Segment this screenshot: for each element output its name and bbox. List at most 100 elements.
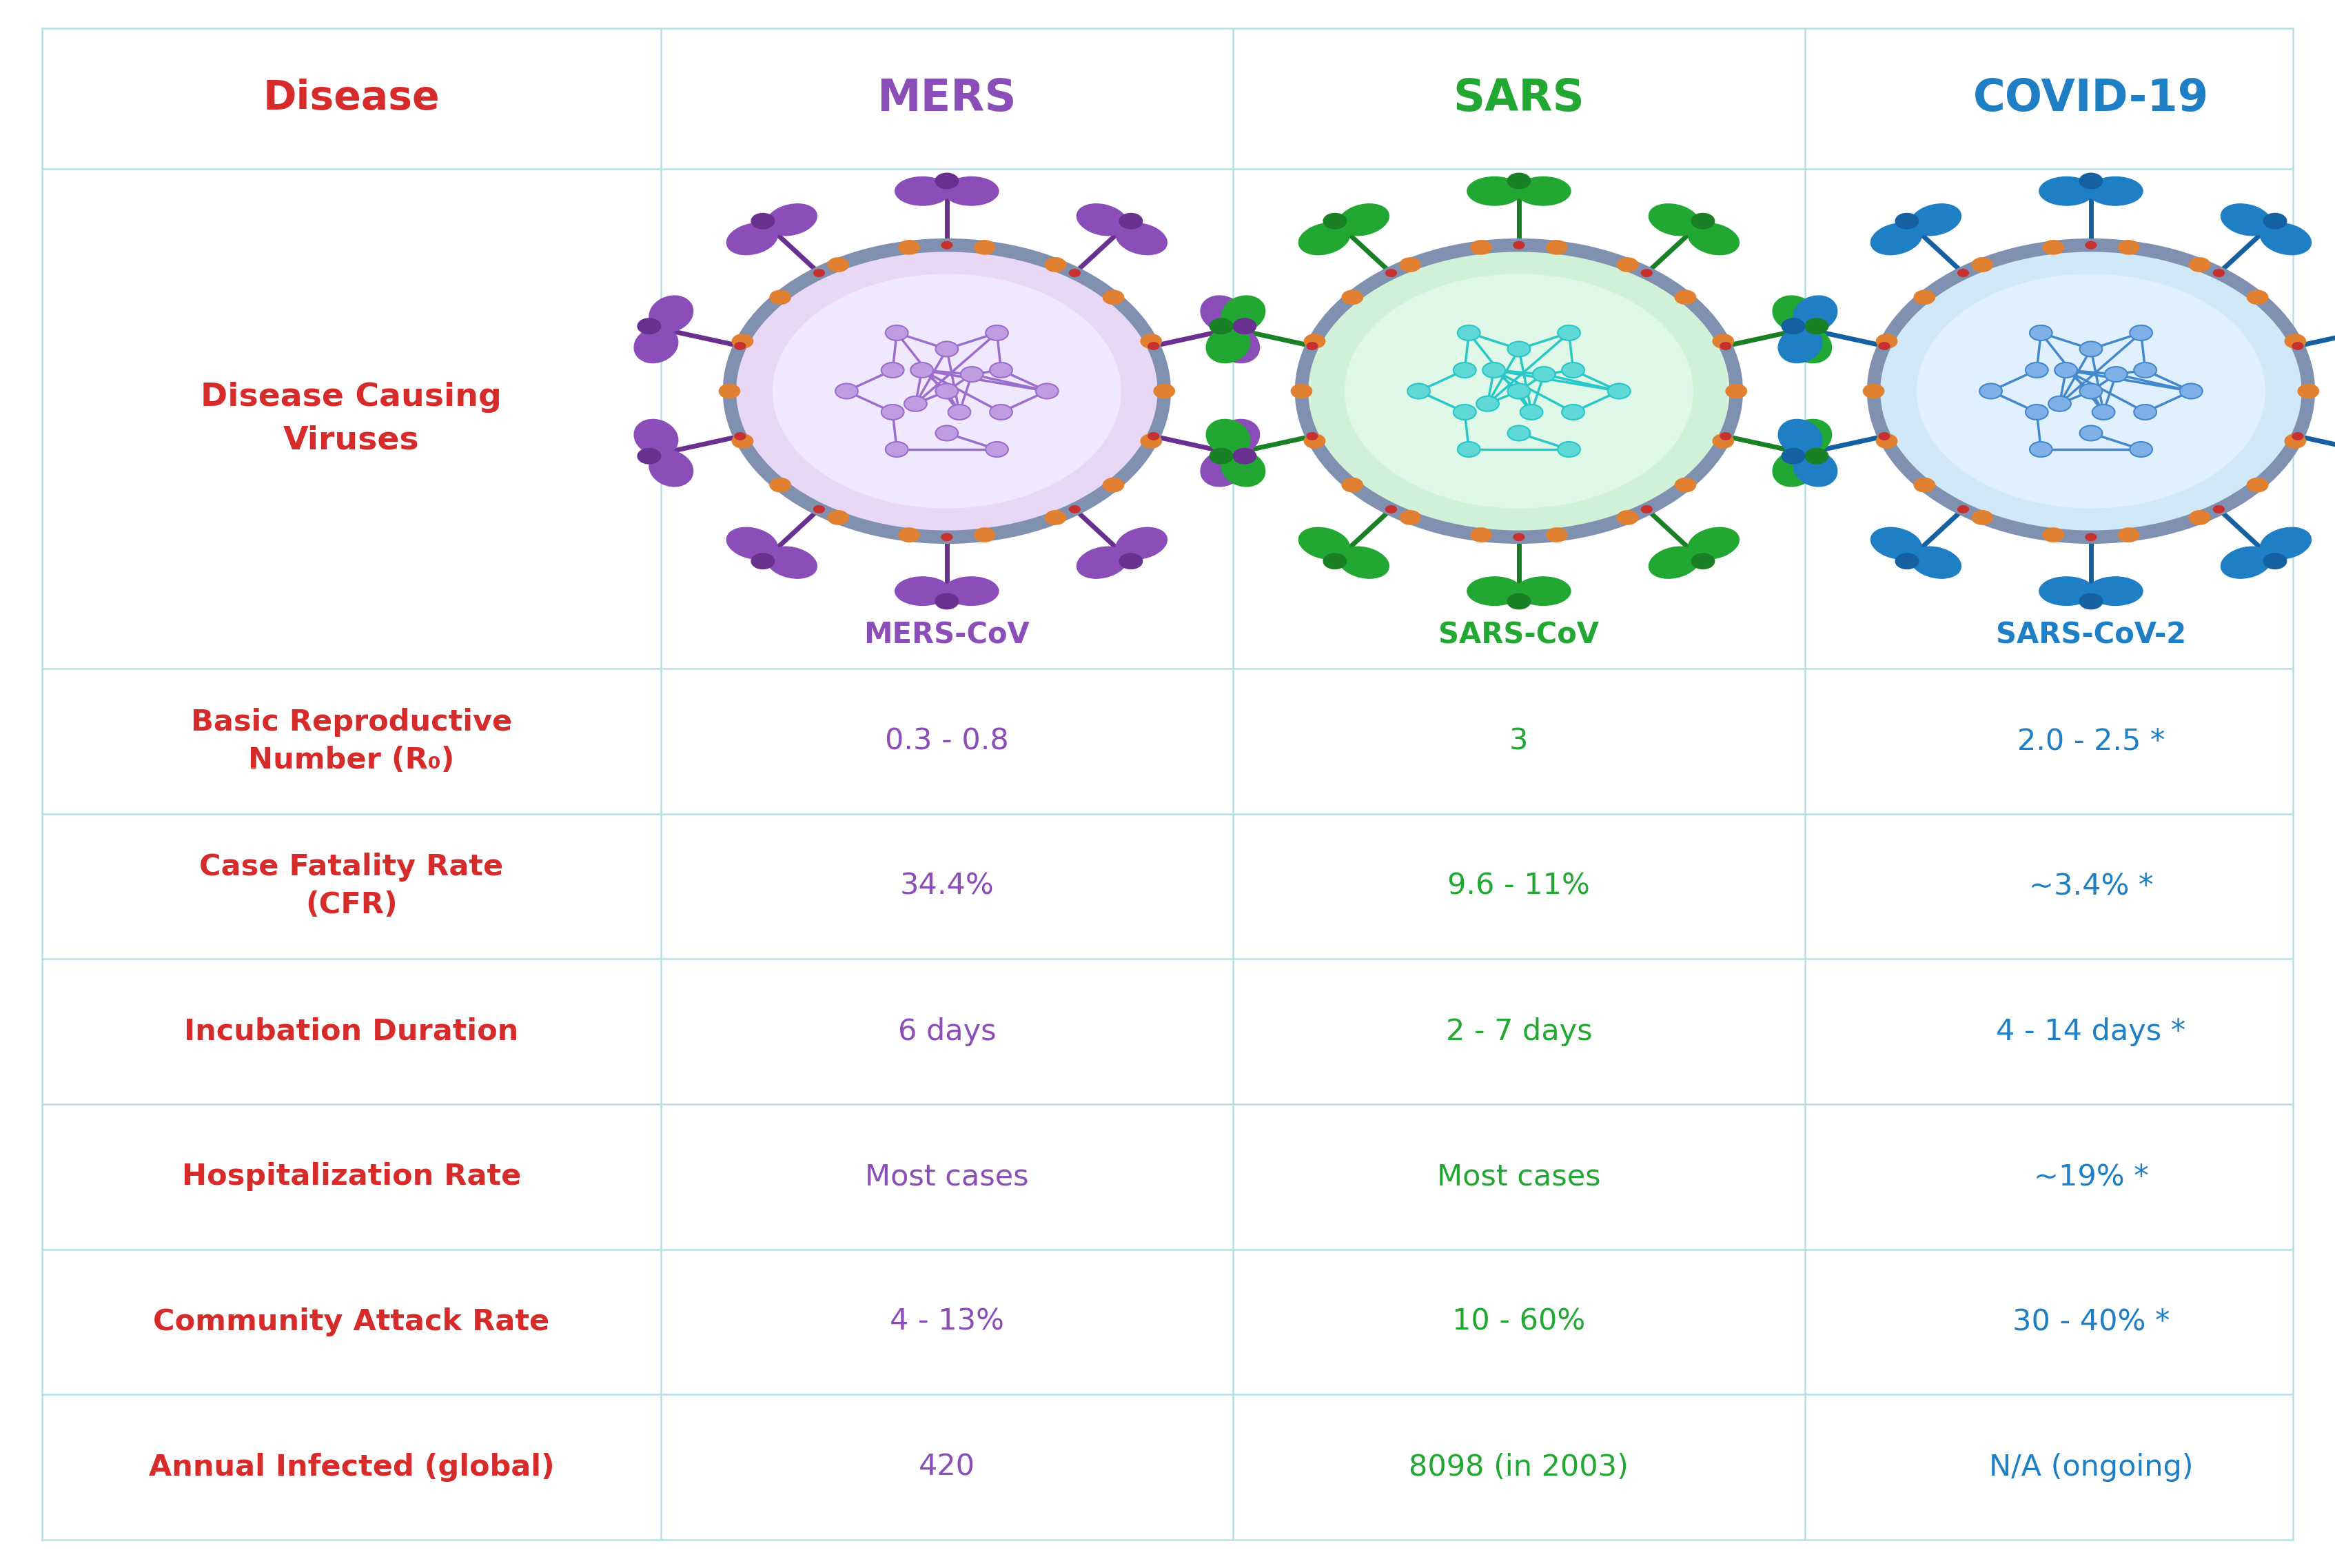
Text: 8098 (in 2003): 8098 (in 2003) [1408,1452,1630,1482]
Circle shape [1305,434,1324,448]
Circle shape [1618,257,1639,271]
Circle shape [1153,384,1175,398]
Circle shape [1399,511,1420,525]
Circle shape [1142,434,1160,448]
Text: ~3.4% *: ~3.4% * [2029,872,2153,900]
Circle shape [1546,240,1567,254]
Ellipse shape [894,177,950,205]
Circle shape [1308,342,1317,350]
Text: Disease: Disease [264,78,439,118]
Circle shape [1782,448,1805,464]
Ellipse shape [1207,326,1249,362]
Ellipse shape [2087,577,2144,605]
Circle shape [1877,434,1896,448]
Circle shape [1069,505,1081,513]
Ellipse shape [1221,450,1266,486]
Circle shape [1149,433,1158,441]
Circle shape [1037,384,1058,398]
Circle shape [2293,342,2302,350]
Circle shape [2181,384,2202,398]
Ellipse shape [1221,296,1266,332]
Circle shape [1721,433,1730,441]
Circle shape [813,270,824,276]
Circle shape [974,528,995,543]
Text: 9.6 - 11%: 9.6 - 11% [1448,872,1590,900]
Circle shape [729,245,1165,538]
Circle shape [1102,290,1123,304]
Circle shape [936,172,957,188]
Text: Case Fatality Rate
(CFR): Case Fatality Rate (CFR) [198,853,504,920]
Ellipse shape [1789,419,1831,455]
Circle shape [1476,397,1499,411]
Circle shape [1233,318,1256,334]
Circle shape [1457,325,1480,340]
Text: Hospitalization Rate: Hospitalization Rate [182,1162,521,1192]
Circle shape [899,240,920,254]
Circle shape [1142,334,1160,348]
Ellipse shape [1116,527,1168,560]
Circle shape [1557,442,1581,456]
Circle shape [1508,594,1529,608]
Circle shape [752,554,775,569]
Ellipse shape [766,547,817,579]
Circle shape [771,478,792,492]
Circle shape [1971,257,1992,271]
Circle shape [1642,270,1653,276]
Ellipse shape [2087,177,2144,205]
Ellipse shape [1515,577,1571,605]
Circle shape [2080,384,2102,398]
Circle shape [1118,213,1142,229]
Text: 30 - 40% *: 30 - 40% * [2013,1308,2169,1336]
Circle shape [936,342,957,356]
Circle shape [2104,367,2127,383]
Circle shape [1102,478,1123,492]
Ellipse shape [1298,223,1350,254]
Circle shape [1385,270,1396,276]
Circle shape [885,442,908,456]
Ellipse shape [1200,450,1245,486]
Circle shape [1562,405,1585,420]
Circle shape [1385,505,1396,513]
Circle shape [880,405,904,420]
Circle shape [733,334,752,348]
Circle shape [2263,554,2286,569]
Circle shape [1562,362,1585,378]
Ellipse shape [726,527,778,560]
Circle shape [2048,397,2071,411]
Text: Incubation Duration: Incubation Duration [184,1018,518,1046]
Circle shape [736,433,745,441]
Circle shape [2092,405,2116,420]
Text: COVID-19: COVID-19 [1973,77,2209,119]
Circle shape [2246,290,2267,304]
Ellipse shape [1649,204,1700,235]
Circle shape [2080,425,2102,441]
Circle shape [985,442,1009,456]
Ellipse shape [894,577,950,605]
Ellipse shape [1217,419,1259,455]
Circle shape [2043,240,2064,254]
Ellipse shape [1515,177,1571,205]
Circle shape [1508,425,1529,441]
Text: Most cases: Most cases [1436,1162,1602,1192]
Text: 10 - 60%: 10 - 60% [1452,1308,1585,1336]
Circle shape [1557,325,1581,340]
Circle shape [2286,434,2305,448]
Text: MERS: MERS [878,77,1016,119]
Circle shape [1546,528,1567,543]
Text: Disease Causing
Viruses: Disease Causing Viruses [201,381,502,456]
Circle shape [1863,384,1884,398]
Ellipse shape [1298,527,1350,560]
Ellipse shape [649,296,693,332]
Circle shape [2214,270,2225,276]
Circle shape [948,405,971,420]
Circle shape [941,533,953,541]
Ellipse shape [2260,527,2312,560]
Circle shape [2024,405,2048,420]
Ellipse shape [766,204,817,235]
Circle shape [1513,533,1525,541]
Circle shape [2118,240,2139,254]
Circle shape [771,290,792,304]
Circle shape [1471,528,1492,543]
Circle shape [2214,505,2225,513]
Text: SARS-CoV-2: SARS-CoV-2 [1996,621,2186,649]
